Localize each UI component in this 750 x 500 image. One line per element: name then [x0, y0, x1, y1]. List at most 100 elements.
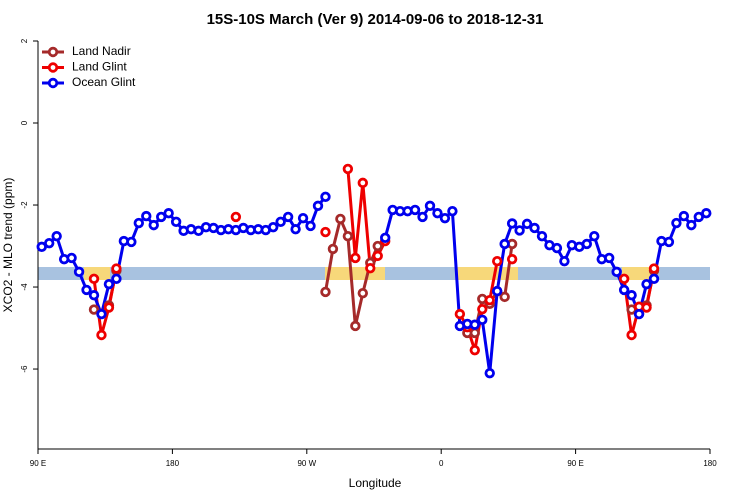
- data-point: [357, 177, 368, 189]
- data-point: [357, 287, 368, 299]
- data-point: [477, 303, 488, 315]
- data-point: [88, 273, 100, 285]
- data-point: [163, 208, 174, 219]
- y-tick-label: -4: [20, 283, 29, 291]
- data-point: [88, 290, 100, 301]
- data-point: [268, 221, 279, 233]
- surface-band: [38, 267, 710, 280]
- data-point: [469, 327, 480, 339]
- data-point: [103, 278, 115, 290]
- y-tick-label: 2: [20, 38, 29, 43]
- data-point: [469, 319, 480, 330]
- data-point: [193, 225, 204, 237]
- data-point: [439, 212, 451, 224]
- data-point: [230, 211, 242, 223]
- data-point: [327, 243, 339, 255]
- data-point: [335, 213, 346, 225]
- data-point: [492, 255, 503, 267]
- x-tick-label: 0: [439, 459, 444, 468]
- data-point: [529, 222, 540, 234]
- data-point: [350, 320, 361, 332]
- data-point: [611, 266, 622, 278]
- data-point: [506, 253, 518, 265]
- data-point: [282, 211, 294, 223]
- data-point: [126, 236, 137, 248]
- data-point: [424, 200, 436, 212]
- legend-marker: [47, 46, 59, 58]
- data-point: [133, 217, 144, 229]
- data-point: [648, 263, 660, 274]
- data-point: [342, 163, 354, 175]
- land-band: [456, 267, 518, 280]
- data-point: [641, 278, 652, 290]
- y-axis-label: XCO2 - MLO trend (ppm): [1, 178, 15, 313]
- data-point: [454, 308, 466, 320]
- land-band: [622, 267, 652, 280]
- data-point: [111, 273, 122, 285]
- data-point: [521, 218, 533, 230]
- data-point: [66, 252, 77, 264]
- data-point: [141, 210, 152, 222]
- data-point: [111, 263, 122, 274]
- y-tick-label: 0: [20, 120, 29, 125]
- land-band: [325, 267, 385, 280]
- data-point: [320, 191, 331, 203]
- data-point: [155, 211, 167, 223]
- data-point: [290, 224, 301, 235]
- data-point: [604, 252, 615, 264]
- data-point: [312, 200, 324, 212]
- data-point: [73, 266, 85, 278]
- legend-marker: [47, 62, 59, 73]
- legend-label: Land Glint: [72, 60, 127, 74]
- x-axis-label: Longitude: [349, 476, 402, 490]
- series-line: [92, 168, 656, 352]
- data-point: [484, 294, 495, 306]
- legend-label: Ocean Glint: [72, 75, 136, 89]
- data-point: [693, 211, 704, 223]
- data-point: [626, 329, 637, 341]
- data-point: [350, 252, 361, 264]
- data-point: [484, 367, 495, 379]
- y-tick-label: -6: [20, 365, 29, 373]
- x-tick-label: 90 E: [567, 459, 583, 468]
- data-point: [686, 219, 697, 231]
- data-point: [633, 308, 645, 320]
- data-point: [380, 232, 391, 244]
- y-tick-label: -2: [20, 201, 29, 209]
- data-point: [372, 250, 383, 262]
- data-point: [417, 211, 428, 223]
- data-point: [297, 212, 309, 224]
- data-point: [372, 240, 383, 252]
- data-point: [641, 302, 652, 313]
- data-point: [409, 204, 421, 216]
- data-point: [589, 230, 600, 242]
- x-tick-label: 180: [166, 459, 180, 468]
- data-point: [618, 284, 630, 296]
- chart-title: 15S-10S March (Ver 9) 2014-09-06 to 2018…: [207, 11, 544, 28]
- data-point: [499, 238, 510, 250]
- legend-label: Land Nadir: [72, 44, 131, 58]
- data-point: [88, 304, 100, 315]
- data-point: [275, 216, 286, 228]
- data-point: [499, 291, 510, 303]
- legend-marker: [47, 77, 59, 89]
- data-point: [51, 230, 62, 242]
- data-point: [320, 286, 331, 298]
- x-tick-label: 90 E: [30, 459, 46, 468]
- data-point: [618, 273, 630, 285]
- data-point: [96, 308, 107, 320]
- data-point: [701, 208, 712, 219]
- data-point: [663, 236, 675, 248]
- data-point: [536, 230, 548, 242]
- data-point: [148, 219, 159, 231]
- data-point: [320, 226, 331, 238]
- data-point: [96, 329, 107, 341]
- data-point: [170, 216, 182, 228]
- data-point: [432, 208, 443, 219]
- data-point: [365, 262, 376, 274]
- data-point: [81, 284, 92, 296]
- data-point: [506, 218, 518, 229]
- data-point: [551, 242, 563, 254]
